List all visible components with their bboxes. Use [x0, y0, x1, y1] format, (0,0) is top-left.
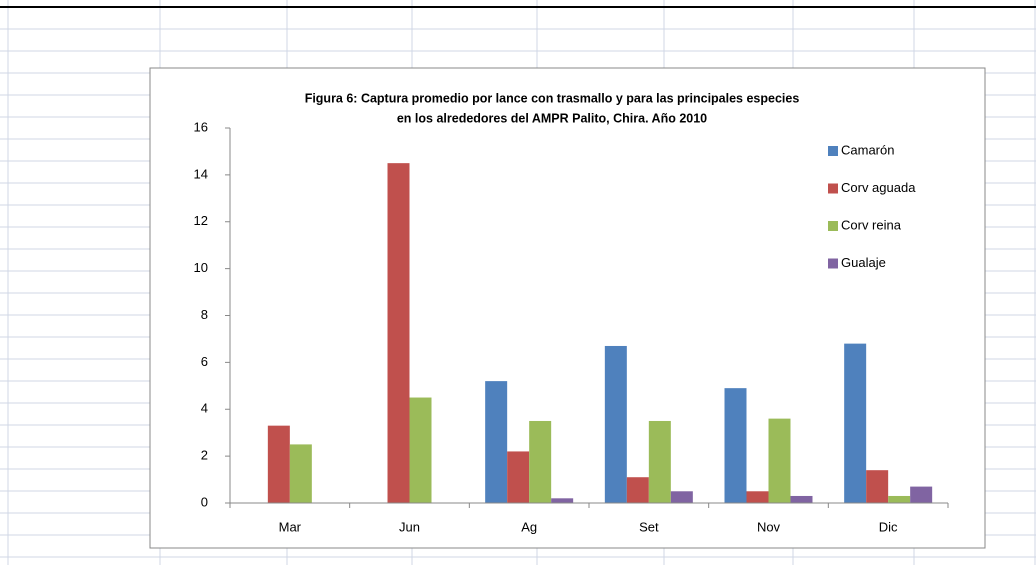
bar: [769, 419, 791, 503]
bar: [529, 421, 551, 503]
bar: [485, 381, 507, 503]
legend-swatch: [828, 259, 838, 269]
bar: [507, 451, 529, 503]
y-tick-label: 16: [194, 119, 208, 134]
bar: [268, 426, 290, 503]
bar: [866, 470, 888, 503]
x-tick-label: Dic: [879, 519, 898, 534]
bar: [388, 163, 410, 503]
legend-label: Camarón: [841, 142, 894, 157]
x-tick-label: Mar: [279, 519, 302, 534]
x-tick-label: Ag: [521, 519, 537, 534]
y-tick-label: 4: [201, 401, 208, 416]
bar: [410, 398, 432, 503]
legend-label: Gualaje: [841, 255, 886, 270]
bar: [910, 487, 932, 503]
x-tick-label: Nov: [757, 519, 781, 534]
y-tick-label: 14: [194, 166, 208, 181]
bar: [290, 444, 312, 503]
legend-swatch: [828, 146, 838, 156]
bar: [649, 421, 671, 503]
bar: [791, 496, 813, 503]
y-tick-label: 8: [201, 307, 208, 322]
bar: [551, 498, 573, 503]
bar: [747, 491, 769, 503]
bar: [844, 344, 866, 503]
y-tick-label: 2: [201, 448, 208, 463]
legend-label: Corv reina: [841, 217, 902, 232]
y-tick-label: 12: [194, 213, 208, 228]
x-tick-label: Set: [639, 519, 659, 534]
y-tick-label: 6: [201, 354, 208, 369]
bar: [888, 496, 910, 503]
bar: [605, 346, 627, 503]
x-tick-label: Jun: [399, 519, 420, 534]
y-tick-label: 10: [194, 260, 208, 275]
bar: [671, 491, 693, 503]
legend-swatch: [828, 184, 838, 194]
legend-swatch: [828, 221, 838, 231]
spreadsheet: Figura 6: Captura promedio por lance con…: [0, 0, 1036, 565]
bar: [627, 477, 649, 503]
y-tick-label: 0: [201, 494, 208, 509]
bar: [725, 388, 747, 503]
legend-label: Corv aguada: [841, 180, 916, 195]
chart-title: Figura 6: Captura promedio por lance con…: [305, 91, 800, 105]
chart-title: en los alrededores del AMPR Palito, Chir…: [397, 111, 707, 125]
